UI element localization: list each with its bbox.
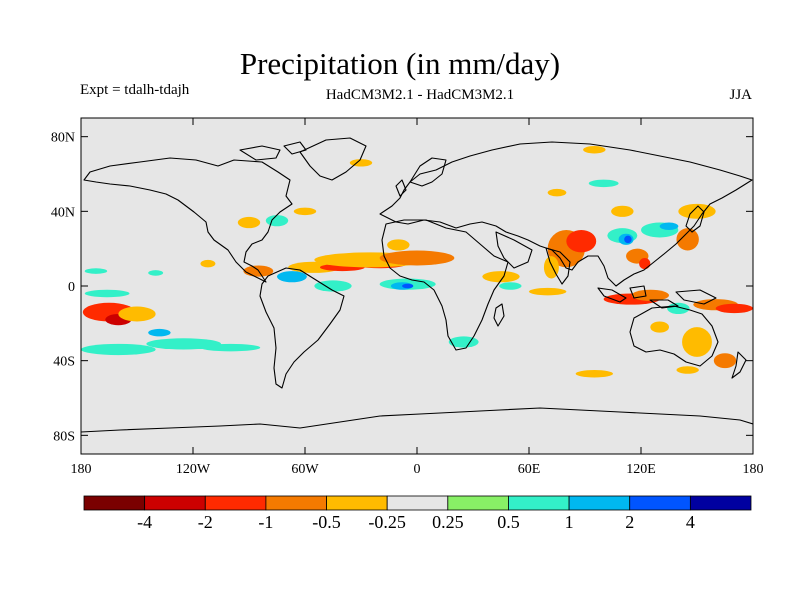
colorbar-swatch: [447, 495, 509, 511]
coastline-africa: [381, 219, 509, 351]
colorbar-swatch: [326, 495, 388, 511]
anomaly-region: [547, 188, 567, 197]
lat-tick-label: 0: [68, 280, 75, 295]
anomaly-region: [659, 222, 679, 230]
lon-tick-label: 180: [71, 462, 92, 477]
coastline-australia: [629, 305, 719, 367]
comparison-label: HadCM3M2.1 - HadCM3M2.1: [325, 87, 515, 103]
coastline-new-zealand: [731, 351, 747, 379]
anomaly-region: [448, 336, 479, 348]
anomaly-region: [379, 250, 455, 266]
colorbar-label: 0.25: [432, 512, 464, 532]
anomaly-region: [575, 370, 613, 378]
anomaly-region: [148, 270, 164, 276]
coastline-arabia: [495, 231, 533, 269]
anomaly-region: [402, 283, 414, 289]
anomaly-region: [676, 366, 699, 374]
experiment-label: Expt = tdalh-tdajh: [80, 82, 190, 98]
anomaly-region: [611, 205, 634, 217]
anomaly-region: [314, 280, 352, 292]
anomaly-region: [639, 258, 651, 270]
colorbar-label: -2: [198, 512, 213, 532]
anomaly-region: [482, 271, 520, 283]
colorbar-label: -0.25: [368, 512, 406, 532]
colorbar-label: 2: [625, 512, 634, 532]
season-label: JJA: [729, 87, 752, 103]
coastline-eurasia: [379, 141, 753, 287]
map-title: Precipitation (in mm/day): [239, 46, 561, 81]
anomaly-region: [667, 302, 690, 314]
coastline-india: [545, 247, 571, 285]
anomaly-region: [678, 203, 716, 219]
colorbar-label: 1: [565, 512, 574, 532]
colorbar-swatch: [386, 495, 449, 511]
anomaly-region: [148, 328, 171, 337]
anomaly-region: [200, 343, 261, 352]
lat-tick-label: 80N: [51, 131, 75, 146]
coastline-scandinavia: [409, 157, 447, 187]
colorbar-swatch: [265, 495, 327, 511]
colorbar-swatch: [144, 495, 206, 511]
anomaly-region: [84, 289, 130, 298]
lon-tick-label: 180: [743, 462, 764, 477]
colorbar-swatch: [568, 495, 631, 511]
anomaly-region: [529, 287, 567, 296]
coastline-japan: [685, 205, 705, 233]
lat-tick-label: 80S: [53, 429, 75, 444]
anomaly-region: [631, 289, 669, 301]
anomaly-region: [566, 230, 597, 253]
lon-tick-label: 60W: [291, 462, 319, 477]
coastline-greenland: [299, 137, 367, 181]
coastline-madagascar: [493, 303, 505, 327]
anomaly-region: [499, 282, 522, 290]
anomaly-region: [624, 235, 632, 244]
colorbar-label: -0.5: [312, 512, 341, 532]
coastline-antarctica: [81, 407, 753, 433]
lon-tick-label: 60E: [518, 462, 541, 477]
lon-tick-label: 120W: [176, 462, 211, 477]
coastline-north-america: [83, 157, 293, 283]
anomaly-region: [650, 321, 670, 333]
anomaly-region: [588, 179, 619, 188]
anomaly-region: [387, 239, 410, 251]
colorbar-label: 4: [686, 512, 695, 532]
anomaly-region: [676, 228, 699, 251]
colorbar-swatch: [629, 495, 691, 511]
colorbar-label: -4: [137, 512, 152, 532]
coastline-indonesia: [597, 285, 717, 309]
colorbar-swatch: [508, 495, 570, 511]
anomaly-region: [81, 343, 156, 356]
colorbar: -4 -2 -1 -0.5 -0.25 0.25 0.5 1 2 4: [83, 495, 752, 532]
anomaly-region: [265, 215, 289, 227]
coastline-arctic-islands: [239, 141, 307, 161]
anomaly-region: [715, 303, 753, 314]
colorbar-label: 0.5: [497, 512, 520, 532]
anomaly-layer: [81, 146, 753, 378]
map-axes: 80N 40N 0 40S 80S 180 120W 60W 0 60E 120E 180: [51, 118, 764, 477]
lat-tick-label: 40S: [53, 355, 75, 370]
anomaly-region: [237, 216, 261, 229]
lon-tick-label: 0: [414, 462, 421, 477]
anomaly-region: [682, 327, 712, 357]
anomaly-region: [583, 146, 606, 154]
coastline-britain: [395, 179, 407, 197]
anomaly-region: [118, 306, 156, 322]
colorbar-swatch: [689, 495, 752, 511]
anomaly-region: [277, 271, 307, 283]
colorbar-swatch: [204, 495, 267, 511]
anomaly-region: [200, 259, 216, 268]
colorbar-swatch: [83, 495, 146, 511]
coastline-south-america: [259, 267, 345, 389]
colorbar-label: -1: [258, 512, 273, 532]
lat-tick-label: 40N: [51, 205, 75, 220]
anomaly-region: [713, 353, 737, 369]
anomaly-region: [84, 268, 108, 274]
anomaly-region: [293, 207, 317, 216]
coastlines: [81, 137, 753, 433]
lon-tick-label: 120E: [626, 462, 656, 477]
